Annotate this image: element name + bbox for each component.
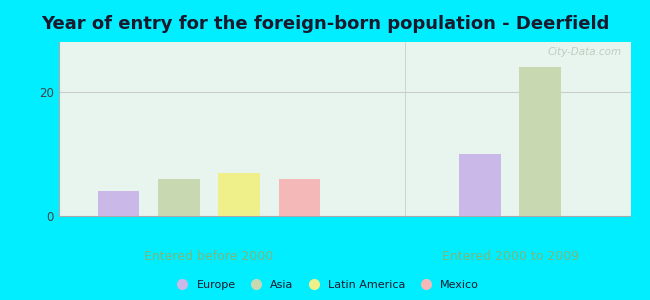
Bar xyxy=(519,67,561,216)
Bar xyxy=(158,179,200,216)
Bar xyxy=(218,172,260,216)
Bar xyxy=(98,191,139,216)
Text: Year of entry for the foreign-born population - Deerfield: Year of entry for the foreign-born popul… xyxy=(41,15,609,33)
Text: City-Data.com: City-Data.com xyxy=(548,47,622,57)
Bar xyxy=(279,179,320,216)
Bar xyxy=(460,154,500,216)
Text: Entered before 2000: Entered before 2000 xyxy=(144,250,274,263)
Text: Entered 2000 to 2009: Entered 2000 to 2009 xyxy=(441,250,578,263)
Legend: Europe, Asia, Latin America, Mexico: Europe, Asia, Latin America, Mexico xyxy=(167,276,483,294)
